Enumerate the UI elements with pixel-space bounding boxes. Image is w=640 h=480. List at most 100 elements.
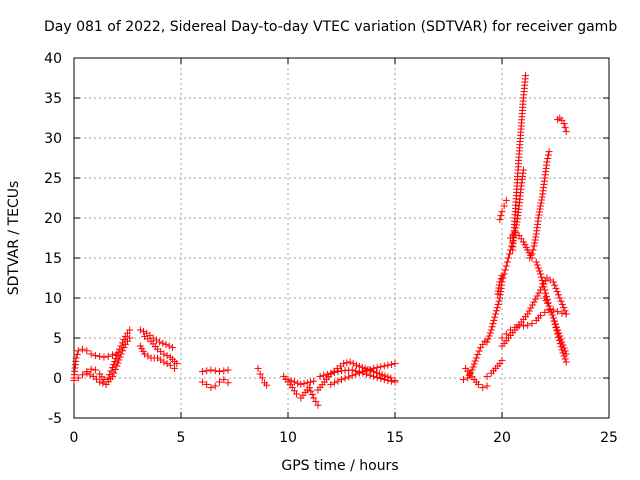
data-point xyxy=(115,356,123,364)
data-point xyxy=(528,320,536,328)
data-point xyxy=(537,312,545,320)
data-point xyxy=(256,370,264,378)
data-point xyxy=(355,368,363,376)
series-arc-a xyxy=(70,345,121,382)
data-point xyxy=(156,338,164,346)
data-point xyxy=(111,365,119,373)
data-point xyxy=(96,352,104,360)
data-point xyxy=(538,283,546,291)
data-point xyxy=(530,242,538,250)
data-point xyxy=(109,372,117,380)
data-point xyxy=(211,367,219,375)
data-point xyxy=(556,332,564,340)
data-point xyxy=(561,124,569,132)
data-point xyxy=(126,334,134,342)
data-point xyxy=(119,347,127,355)
data-point xyxy=(91,352,99,360)
series-arc-q xyxy=(483,356,506,380)
data-point xyxy=(555,329,563,337)
data-point xyxy=(522,72,530,80)
data-point xyxy=(468,366,476,374)
data-point xyxy=(560,304,568,312)
data-point xyxy=(114,359,122,367)
series-arc-x xyxy=(498,274,570,350)
data-point xyxy=(171,364,179,372)
data-point xyxy=(537,286,545,294)
series-arc-b xyxy=(70,326,134,384)
x-tick-label: 15 xyxy=(386,430,404,446)
data-point xyxy=(119,339,127,347)
data-point xyxy=(348,366,356,374)
data-point xyxy=(485,332,493,340)
data-point xyxy=(495,281,503,289)
data-point xyxy=(535,289,543,297)
data-point xyxy=(112,355,120,363)
y-tick-label: 5 xyxy=(53,331,62,347)
data-points xyxy=(70,72,570,409)
data-point xyxy=(496,216,504,224)
series-arc-f xyxy=(141,332,181,368)
data-point xyxy=(544,155,552,163)
y-tick-label: 30 xyxy=(44,131,62,147)
data-point xyxy=(532,295,540,303)
data-point xyxy=(207,366,215,374)
data-point xyxy=(307,387,315,395)
data-point xyxy=(543,158,551,166)
data-point xyxy=(561,307,569,315)
data-point xyxy=(474,380,482,388)
data-point xyxy=(527,304,535,312)
data-point xyxy=(207,384,215,392)
data-point xyxy=(537,199,545,207)
data-point xyxy=(377,363,385,371)
data-point xyxy=(486,329,494,337)
data-point xyxy=(562,350,570,358)
data-point xyxy=(534,214,542,222)
data-point xyxy=(562,310,570,318)
data-point xyxy=(120,344,128,352)
data-point xyxy=(110,361,118,369)
data-point xyxy=(544,151,552,159)
data-point xyxy=(495,297,503,305)
data-point xyxy=(552,320,559,328)
data-point xyxy=(494,287,502,295)
data-point xyxy=(530,298,538,306)
data-point xyxy=(497,275,505,283)
data-point xyxy=(541,308,549,316)
data-point xyxy=(341,374,349,382)
data-point xyxy=(387,377,395,385)
data-point xyxy=(258,374,266,382)
data-point xyxy=(554,326,562,334)
data-point xyxy=(263,381,271,389)
data-point xyxy=(198,368,206,376)
data-point xyxy=(305,384,313,392)
data-point xyxy=(533,261,541,269)
data-point xyxy=(559,341,567,349)
data-point xyxy=(163,352,171,360)
series-arc-p xyxy=(462,364,491,392)
data-point xyxy=(117,342,125,350)
data-point xyxy=(116,345,124,353)
data-point xyxy=(74,374,82,382)
y-tick-label: 10 xyxy=(44,291,62,307)
data-point xyxy=(216,378,224,386)
data-point xyxy=(100,353,108,361)
data-point xyxy=(160,350,168,358)
series-arc-y xyxy=(526,148,553,262)
data-point xyxy=(561,355,569,363)
series-arc-u xyxy=(509,72,530,254)
data-point xyxy=(542,289,550,297)
data-point xyxy=(537,270,545,278)
data-point xyxy=(308,391,316,399)
data-point xyxy=(551,281,559,289)
data-point xyxy=(74,347,82,355)
data-point xyxy=(349,360,357,368)
data-point xyxy=(535,208,543,216)
data-point xyxy=(327,380,335,388)
data-point xyxy=(550,317,558,325)
data-point xyxy=(483,382,491,390)
data-point xyxy=(549,278,557,286)
data-point xyxy=(496,278,504,286)
data-point xyxy=(538,196,546,204)
data-point xyxy=(536,205,544,213)
data-point xyxy=(391,360,399,368)
